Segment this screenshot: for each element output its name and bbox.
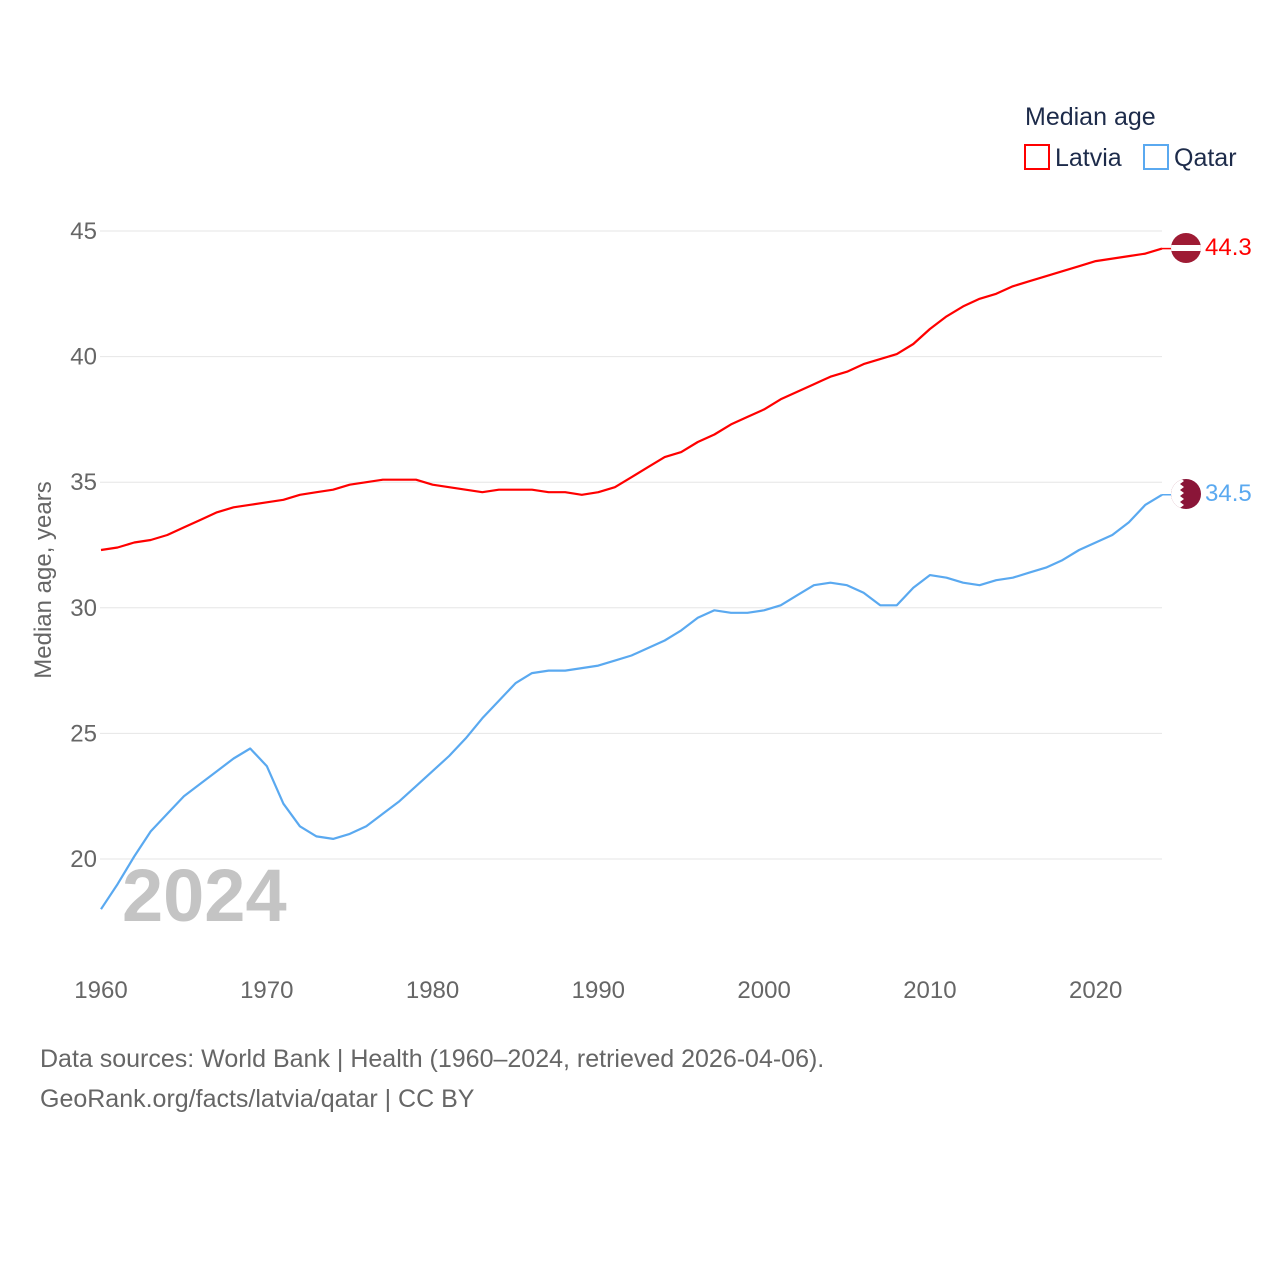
y-tick-label: 40: [70, 344, 97, 371]
attribution-text[interactable]: GeoRank.org/facts/latvia/qatar | CC BY: [40, 1085, 475, 1113]
data-source-text: Data sources: World Bank | Health (1960–…: [40, 1045, 825, 1073]
y-tick-label: 20: [70, 846, 97, 873]
latvia-flag-icon: [1171, 233, 1201, 263]
latvia-end-label: 44.3: [1205, 234, 1252, 261]
watermark-year: 2024: [122, 854, 287, 937]
x-axis-ticks: 1960 1970 1980 1990 2000 2010 2020: [74, 977, 1122, 1004]
qatar-flag-icon: [1171, 479, 1201, 509]
y-tick-label: 45: [70, 218, 97, 245]
legend-item-qatar[interactable]: Qatar: [1143, 144, 1237, 172]
y-tick-label: 25: [70, 720, 97, 747]
x-tick-label: 2020: [1069, 977, 1122, 1004]
legend-label: Latvia: [1055, 144, 1122, 172]
x-tick-label: 1970: [240, 977, 293, 1004]
legend-title: Median age: [1025, 103, 1156, 131]
qatar-line: [100, 493, 1163, 910]
y-tick-label: 35: [70, 469, 97, 496]
y-tick-label: 30: [70, 595, 97, 622]
legend-item-latvia[interactable]: Latvia: [1024, 144, 1122, 172]
legend-label: Qatar: [1174, 144, 1237, 172]
x-tick-label: 2010: [903, 977, 956, 1004]
x-tick-label: 1960: [74, 977, 127, 1004]
series-lines: [100, 247, 1172, 910]
x-tick-label: 2000: [737, 977, 790, 1004]
x-tick-label: 1980: [406, 977, 459, 1004]
qatar-end-label: 34.5: [1205, 480, 1252, 507]
latvia-line: [100, 247, 1163, 552]
y-axis-ticks: 20 25 30 35 40 45: [70, 218, 97, 873]
gridlines: [100, 230, 1162, 860]
y-axis-label: Median age, years: [30, 481, 57, 678]
x-tick-label: 1990: [572, 977, 625, 1004]
